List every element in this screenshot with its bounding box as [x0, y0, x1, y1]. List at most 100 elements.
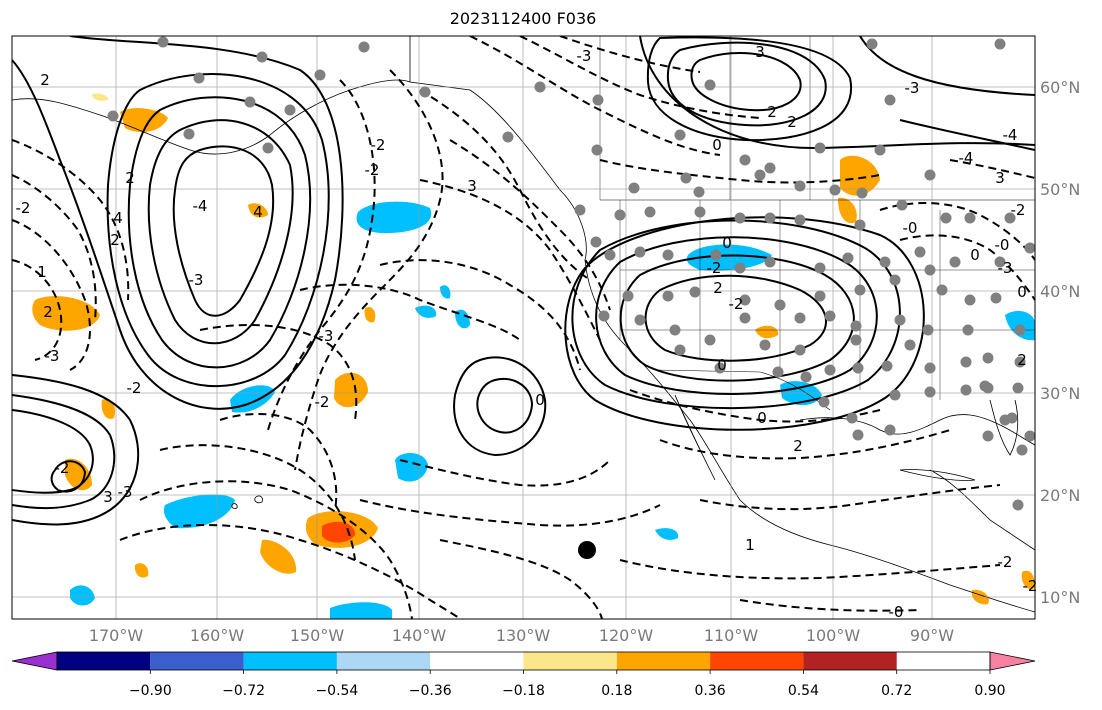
station-point [764, 212, 776, 224]
shade-orange [334, 372, 368, 408]
station-point [680, 172, 692, 184]
station-point [739, 154, 751, 166]
longitude-label: 130°W [496, 626, 551, 645]
contour-line [50, 460, 87, 493]
station-point [622, 290, 634, 302]
station-point [764, 162, 776, 174]
contour-line [949, 159, 1035, 179]
longitude-label: 90°W [910, 626, 954, 645]
station-point [689, 286, 701, 298]
colorbar-segment [616, 652, 711, 670]
contour-label: -3 [118, 483, 133, 501]
station-point [157, 36, 169, 48]
station-point [960, 356, 972, 368]
station-point [879, 256, 891, 268]
shade-orange [32, 296, 101, 331]
station-point [314, 69, 326, 81]
station-point [1024, 242, 1035, 254]
contour-line [519, 36, 761, 119]
station-point [574, 204, 586, 216]
station-point [924, 264, 936, 276]
station-point [884, 94, 896, 106]
station-point [889, 274, 901, 286]
shade-orange [260, 539, 297, 574]
contour-line [294, 69, 444, 471]
station-point [1012, 382, 1024, 394]
station-point [904, 339, 916, 351]
contour-line [619, 559, 1001, 580]
station-point [854, 219, 866, 231]
contour-line [12, 409, 94, 494]
shade-blue [330, 602, 392, 619]
shade-orange [364, 306, 376, 323]
colorbar-segment [150, 652, 244, 670]
station-point [852, 362, 864, 374]
contour-line [644, 274, 827, 362]
station-point [990, 292, 1002, 304]
colorbar-tick-label: 0.90 [974, 683, 1005, 699]
shade-blue [70, 585, 95, 606]
station-point [800, 371, 812, 383]
station-point [739, 312, 751, 324]
station-point [1014, 356, 1026, 368]
colorbar-tick-label: 0.72 [881, 683, 912, 699]
station-point [674, 129, 686, 141]
contour-line [299, 283, 521, 341]
station-point [284, 104, 296, 116]
colorbar-segment [57, 652, 151, 670]
station-point [754, 169, 766, 181]
station-point [999, 414, 1011, 426]
province-borders [599, 36, 811, 200]
station-point [852, 429, 864, 441]
station-point [244, 96, 256, 108]
station-point [960, 384, 972, 396]
station-point [694, 206, 706, 218]
contour-line [12, 174, 97, 321]
map-border [11, 35, 1036, 620]
contour-label: 0 [717, 356, 727, 374]
latitude-label: 30°N [1040, 384, 1080, 403]
contour-line [899, 234, 1035, 301]
station-point [824, 310, 836, 322]
station-point [734, 212, 746, 224]
contour-line [267, 79, 376, 431]
contour-label: -4 [1003, 126, 1018, 144]
contour-label: -0 [889, 603, 904, 621]
contour-label: -0 [903, 219, 918, 237]
contour-label: 2 [40, 71, 50, 89]
colorbar-tick-label: −0.36 [409, 683, 452, 699]
longitude-label: 110°W [704, 626, 759, 645]
contour-line [379, 259, 581, 371]
coastline-florida [989, 399, 1019, 456]
contour-label: -3 [45, 347, 60, 365]
colorbar-tick-label: 0.18 [601, 683, 632, 699]
station-point [794, 180, 806, 192]
contour-line [619, 254, 855, 382]
contour-label: -3 [998, 259, 1013, 277]
colorbar-segment [430, 652, 524, 670]
latitude-label: 40°N [1040, 282, 1080, 301]
contour-line [12, 219, 91, 371]
station-point [949, 256, 961, 268]
contour-label: -2 [1011, 201, 1026, 219]
station-point [774, 299, 786, 311]
contour-label: 2 [110, 231, 120, 249]
colorbar-segment [523, 652, 617, 670]
station-point [842, 252, 854, 264]
longitude-label: 150°W [290, 626, 345, 645]
shade-orange [65, 458, 92, 491]
station-point [1014, 324, 1026, 336]
station-point [824, 364, 836, 376]
station-point [674, 344, 686, 356]
longitude-label: 100°W [806, 626, 861, 645]
longitude-label: 160°W [190, 626, 245, 645]
contour-label: 0 [535, 391, 545, 409]
station-point [964, 212, 976, 224]
contour-line [12, 259, 63, 361]
station-point [644, 206, 656, 218]
contour-label: 1 [37, 263, 47, 281]
longitude-label: 170°W [89, 626, 144, 645]
latitude-label: 20°N [1040, 486, 1080, 505]
contour-line [399, 459, 611, 487]
